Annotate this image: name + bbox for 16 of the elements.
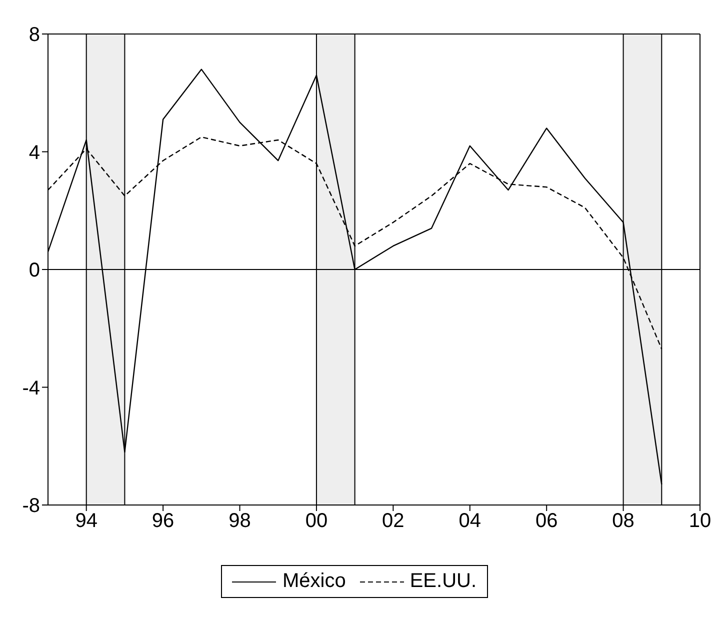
x-tick-label: 94 <box>75 510 98 532</box>
y-tick-label: 8 <box>28 24 40 46</box>
x-tick-label: 10 <box>688 510 712 532</box>
x-tick-label: 06 <box>535 510 558 532</box>
x-tick-label: 02 <box>382 510 404 532</box>
x-tick-label: 00 <box>305 510 328 532</box>
legend-label: EE.UU. <box>408 570 477 593</box>
x-tick-label: 98 <box>228 510 251 532</box>
x-tick-label: 08 <box>612 510 634 532</box>
x-tick-label: 04 <box>458 510 482 532</box>
y-tick-label: -4 <box>22 377 40 400</box>
y-tick-label: 4 <box>28 142 40 164</box>
y-tick-label: -8 <box>22 495 40 518</box>
x-tick-label: 96 <box>152 510 174 532</box>
legend-label: México <box>281 570 346 593</box>
y-tick-label: 0 <box>28 260 40 282</box>
